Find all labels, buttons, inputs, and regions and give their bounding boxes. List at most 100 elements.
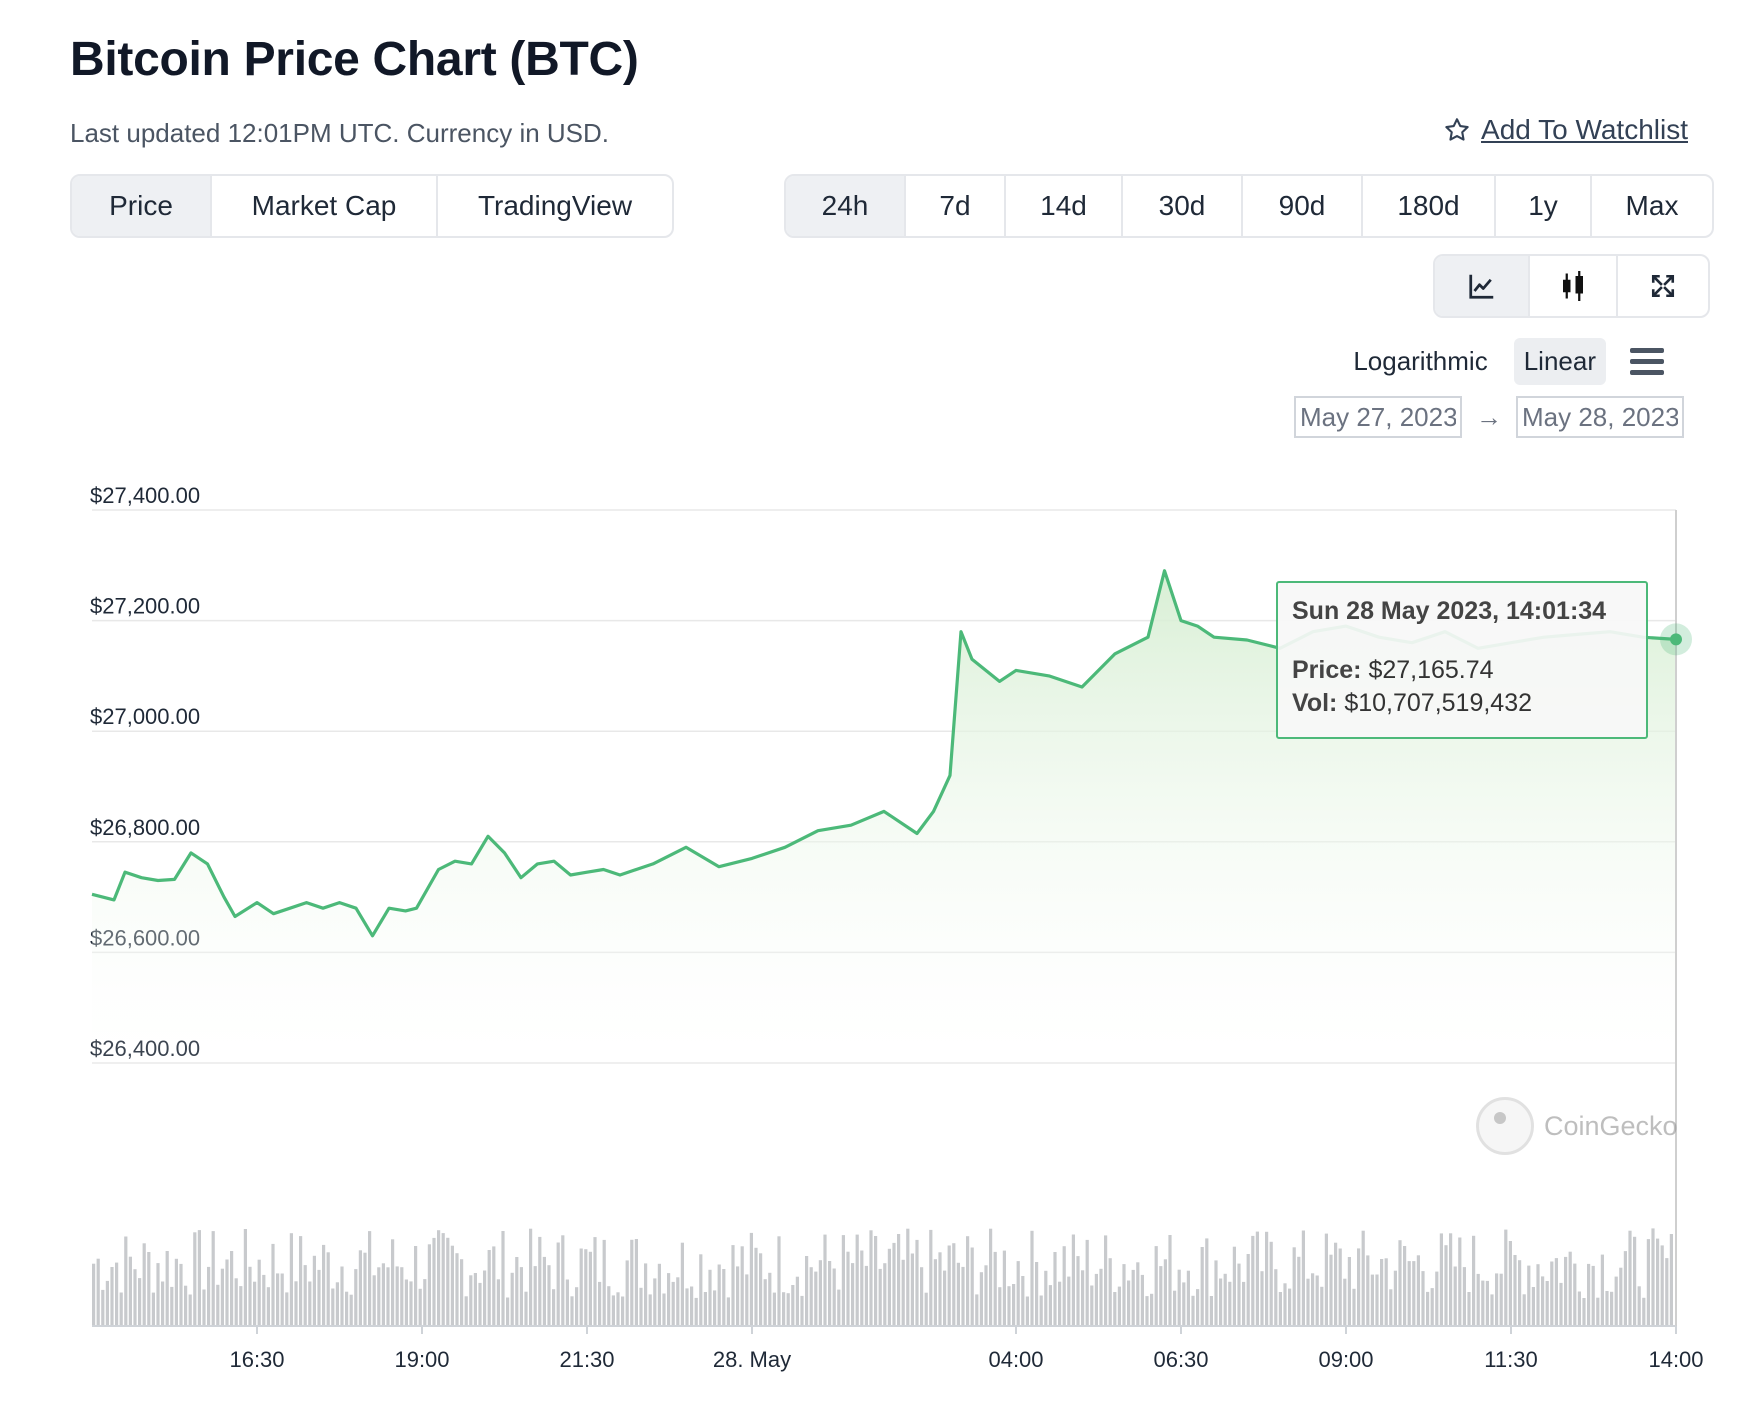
volume-bar xyxy=(1039,1295,1043,1326)
volume-bar xyxy=(276,1273,280,1326)
volume-bar xyxy=(437,1230,441,1326)
volume-bar xyxy=(938,1252,942,1326)
scale-logarithmic[interactable]: Logarithmic xyxy=(1353,346,1488,376)
range-180d[interactable]: 180d xyxy=(1363,176,1496,236)
range-90d[interactable]: 90d xyxy=(1243,176,1363,236)
gecko-logo-icon xyxy=(1476,1097,1534,1155)
volume-bar xyxy=(1159,1266,1163,1326)
volume-bar xyxy=(239,1286,243,1326)
volume-bar xyxy=(492,1246,496,1326)
volume-bar xyxy=(524,1291,528,1326)
volume-bar xyxy=(128,1256,132,1326)
volume-bar xyxy=(1283,1283,1287,1326)
volume-bar xyxy=(1090,1285,1094,1326)
line-chart-button[interactable] xyxy=(1435,256,1530,316)
volume-bar xyxy=(1398,1240,1402,1326)
volume-bar xyxy=(1426,1291,1430,1326)
volume-bar xyxy=(1646,1239,1650,1326)
volume-bar xyxy=(455,1253,459,1326)
volume-bar xyxy=(1237,1263,1241,1326)
volume-bar xyxy=(818,1260,822,1326)
volume-bar xyxy=(464,1296,468,1326)
tab-price[interactable]: Price xyxy=(72,176,212,236)
volume-bar xyxy=(299,1236,303,1326)
volume-bar xyxy=(1255,1231,1259,1326)
date-to-input[interactable] xyxy=(1516,396,1684,438)
range-7d[interactable]: 7d xyxy=(906,176,1006,236)
volume-bar xyxy=(1467,1292,1471,1326)
volume-bar xyxy=(621,1296,625,1326)
volume-bar xyxy=(1439,1233,1443,1326)
volume-bar xyxy=(363,1252,367,1326)
volume-bar xyxy=(1633,1236,1637,1326)
volume-bar xyxy=(653,1278,657,1326)
volume-bar xyxy=(381,1263,385,1326)
range-14d[interactable]: 14d xyxy=(1006,176,1123,236)
volume-bar xyxy=(1232,1246,1236,1326)
range-24h[interactable]: 24h xyxy=(786,176,906,236)
volume-bar xyxy=(1614,1276,1618,1326)
volume-bar xyxy=(414,1246,418,1326)
volume-bar xyxy=(487,1250,491,1326)
volume-bar xyxy=(1228,1281,1232,1326)
volume-bar xyxy=(280,1273,284,1326)
volume-bar xyxy=(791,1285,795,1326)
volume-bar xyxy=(644,1263,648,1326)
hamburger-menu-icon[interactable] xyxy=(1630,348,1664,375)
scale-linear[interactable]: Linear xyxy=(1513,338,1606,385)
volume-bar xyxy=(1246,1254,1250,1326)
volume-bar xyxy=(1209,1296,1213,1326)
volume-bar xyxy=(1541,1276,1545,1326)
candlestick-button[interactable] xyxy=(1530,256,1618,316)
volume-bar xyxy=(1545,1281,1549,1326)
volume-bar xyxy=(345,1291,349,1326)
volume-bar xyxy=(1472,1235,1476,1326)
volume-bar xyxy=(409,1281,413,1326)
hover-point xyxy=(1670,633,1682,646)
expand-icon xyxy=(1651,274,1675,298)
volume-bar xyxy=(749,1232,753,1326)
volume-bar xyxy=(257,1259,261,1326)
volume-bar xyxy=(943,1270,947,1326)
volume-bar xyxy=(676,1277,680,1326)
volume-bar xyxy=(326,1252,330,1326)
expand-button[interactable] xyxy=(1618,256,1708,316)
volume-bar xyxy=(1656,1238,1660,1326)
volume-bar xyxy=(441,1233,445,1326)
volume-bar xyxy=(970,1247,974,1326)
volume-bar xyxy=(561,1235,565,1326)
range-max[interactable]: Max xyxy=(1625,190,1679,221)
volume-bar xyxy=(1412,1261,1416,1326)
volume-bar xyxy=(841,1235,845,1326)
volume-bar xyxy=(634,1239,638,1326)
volume-bar xyxy=(961,1266,965,1326)
volume-bar xyxy=(271,1243,275,1326)
volume-bar xyxy=(1449,1233,1453,1326)
range-1y[interactable]: 1y xyxy=(1496,176,1592,236)
volume-bar xyxy=(404,1279,408,1326)
volume-bar xyxy=(1053,1252,1057,1326)
volume-bar xyxy=(1269,1241,1273,1326)
volume-bar xyxy=(1113,1292,1117,1326)
add-to-watchlist-link[interactable]: Add To Watchlist xyxy=(1443,114,1688,146)
x-tick-label: 11:30 xyxy=(1484,1347,1537,1372)
y-tick-label: $27,000.00 xyxy=(90,704,200,729)
tab-tradingview[interactable]: TradingView xyxy=(477,190,633,221)
tab-market-cap[interactable]: Market Cap xyxy=(212,176,438,236)
volume-bar xyxy=(855,1234,859,1326)
volume-bar xyxy=(1582,1298,1586,1326)
x-tick-label: 16:30 xyxy=(229,1347,284,1372)
volume-bar xyxy=(1522,1294,1526,1326)
volume-bar xyxy=(1564,1256,1568,1326)
range-30d[interactable]: 30d xyxy=(1123,176,1243,236)
volume-bar xyxy=(897,1234,901,1326)
volume-bar xyxy=(1251,1235,1255,1326)
date-from-input[interactable] xyxy=(1294,396,1462,438)
volume-bar xyxy=(193,1232,197,1326)
volume-bar xyxy=(1591,1265,1595,1326)
volume-bar xyxy=(460,1259,464,1326)
volume-bar xyxy=(1347,1257,1351,1326)
volume-bar xyxy=(138,1278,142,1326)
volume-bar xyxy=(400,1267,404,1326)
volume-bar xyxy=(726,1297,730,1326)
